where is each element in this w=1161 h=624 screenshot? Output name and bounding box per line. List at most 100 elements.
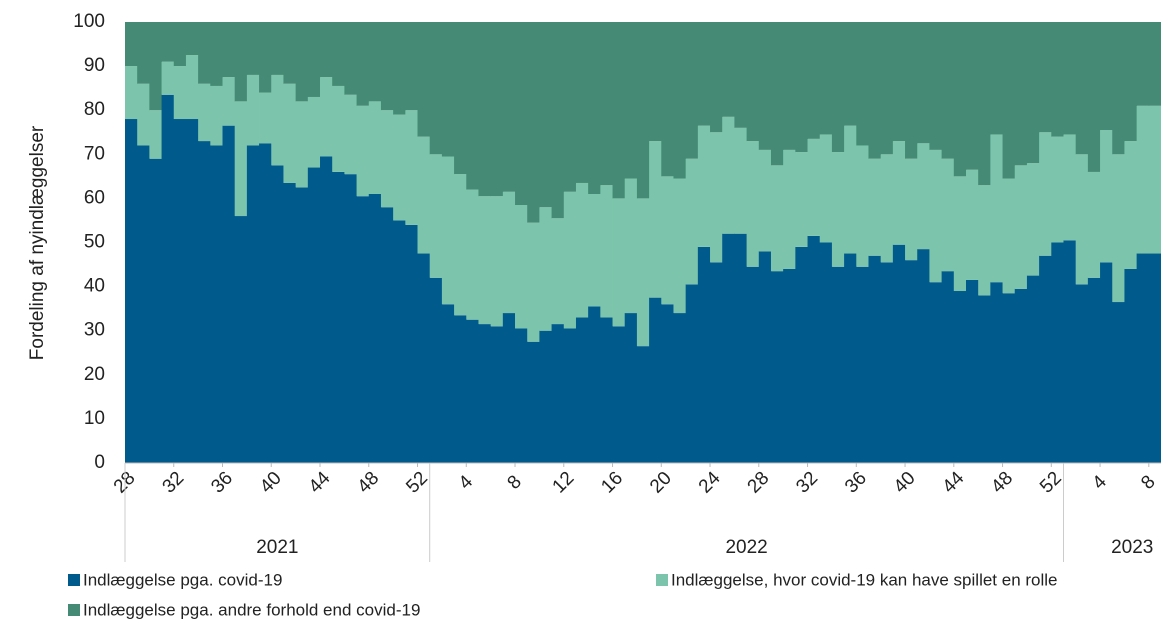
- y-tick-label: 0: [94, 452, 105, 473]
- bar-segment: [527, 222, 540, 342]
- bar-segment: [502, 191, 516, 314]
- bar-segment: [161, 22, 175, 62]
- bar-segment: [649, 22, 662, 142]
- bar-segment: [661, 176, 674, 305]
- x-tick-label: 52: [1036, 468, 1066, 498]
- x-tick-label: 36: [841, 468, 871, 498]
- bar-segment: [173, 66, 187, 120]
- x-tick-label: 48: [987, 468, 1017, 498]
- bar-segment: [1039, 255, 1052, 463]
- bar-segment: [1136, 105, 1150, 254]
- bar-segment: [356, 196, 370, 463]
- legend-label: Indlæggelse, hvor covid-19 kan have spil…: [671, 570, 1058, 589]
- x-tick-label: 12: [549, 468, 579, 498]
- bar-segment: [758, 251, 772, 463]
- bar-segment: [502, 22, 516, 192]
- x-tick-label: 32: [792, 468, 822, 498]
- bar-segment: [137, 22, 150, 84]
- bar-segment: [758, 22, 772, 150]
- bar-segment: [612, 22, 626, 199]
- bar-segment: [880, 22, 894, 155]
- bar-segment: [1026, 22, 1040, 164]
- bar-segment: [466, 189, 479, 320]
- bar-segment: [478, 196, 492, 325]
- bar-segment: [1063, 22, 1077, 135]
- bar-segment: [429, 277, 443, 463]
- bar-segment: [929, 149, 943, 283]
- bar-segment: [819, 242, 833, 463]
- bar-segment: [295, 187, 309, 463]
- bar-segment: [1014, 165, 1028, 289]
- bar-segment: [685, 22, 699, 159]
- bar-segment: [710, 132, 723, 263]
- bar-segment: [917, 22, 930, 144]
- bar-segment: [575, 22, 589, 183]
- x-tick-label: 52: [402, 468, 432, 498]
- x-tick-label: 16: [597, 468, 627, 498]
- bar-segment: [1100, 262, 1113, 463]
- bar-segment: [1075, 284, 1089, 463]
- bar-segment: [1148, 105, 1161, 254]
- bar-segment: [344, 94, 357, 175]
- bar-segment: [588, 22, 601, 194]
- bar-segment: [454, 22, 467, 175]
- bar-segment: [1051, 242, 1064, 463]
- bar-segment: [868, 255, 882, 463]
- bar-segment: [259, 22, 272, 93]
- bar-segment: [1100, 22, 1113, 131]
- bar-segment: [941, 22, 955, 159]
- bar-segment: [125, 22, 138, 67]
- x-tick-label: 44: [939, 467, 969, 497]
- y-tick-label: 80: [84, 99, 105, 120]
- bar-segment: [368, 22, 382, 102]
- y-axis-title: Fordeling af nyindlæggelser: [27, 125, 48, 360]
- bar-segment: [307, 22, 321, 97]
- y-tick-label: 70: [84, 143, 105, 164]
- bar-segment: [795, 152, 808, 247]
- bar-segment: [490, 326, 504, 463]
- bar-segment: [575, 182, 589, 318]
- bar-segment: [198, 83, 211, 142]
- bar-segment: [539, 207, 552, 331]
- bar-segment: [149, 110, 162, 159]
- bar-segment: [734, 233, 747, 463]
- bar-segment: [624, 22, 638, 179]
- bar-segment: [246, 74, 260, 146]
- bar-segment: [356, 105, 370, 197]
- bar-segment: [368, 193, 382, 464]
- bar-segment: [198, 141, 211, 463]
- bar-segment: [844, 125, 857, 254]
- bar-segment: [1087, 277, 1101, 463]
- bar-segment: [868, 22, 882, 159]
- bar-segment: [746, 22, 760, 142]
- x-group-label: 2022: [725, 537, 767, 558]
- bar-segment: [807, 138, 821, 236]
- bar-segment: [941, 158, 955, 272]
- bar-segment: [978, 295, 991, 463]
- bar-segment: [515, 22, 528, 206]
- bar-segment: [222, 125, 236, 463]
- bar-segment: [783, 268, 796, 463]
- legend-label: Indlæggelse pga. covid-19: [83, 570, 282, 589]
- bar-segment: [575, 317, 589, 463]
- bar-segment: [137, 145, 150, 464]
- bar-segment: [405, 224, 418, 463]
- bar-segment: [380, 110, 394, 208]
- bar-segment: [185, 55, 199, 120]
- bar-segment: [746, 141, 760, 267]
- bar-segment: [1026, 275, 1040, 463]
- bar-segment: [380, 207, 394, 463]
- bar-segment: [551, 324, 565, 463]
- bar-segment: [429, 154, 443, 278]
- bar-segment: [259, 143, 272, 463]
- bar-segment: [624, 313, 638, 463]
- bar-segment: [770, 165, 784, 272]
- bar-segment: [307, 167, 321, 463]
- bar-segment: [649, 297, 662, 463]
- bar-segment: [320, 77, 333, 157]
- bar-segment: [344, 174, 357, 463]
- bar-segment: [332, 22, 345, 86]
- bar-segment: [697, 22, 711, 126]
- bar-segment: [1148, 253, 1161, 463]
- bar-segment: [417, 22, 431, 137]
